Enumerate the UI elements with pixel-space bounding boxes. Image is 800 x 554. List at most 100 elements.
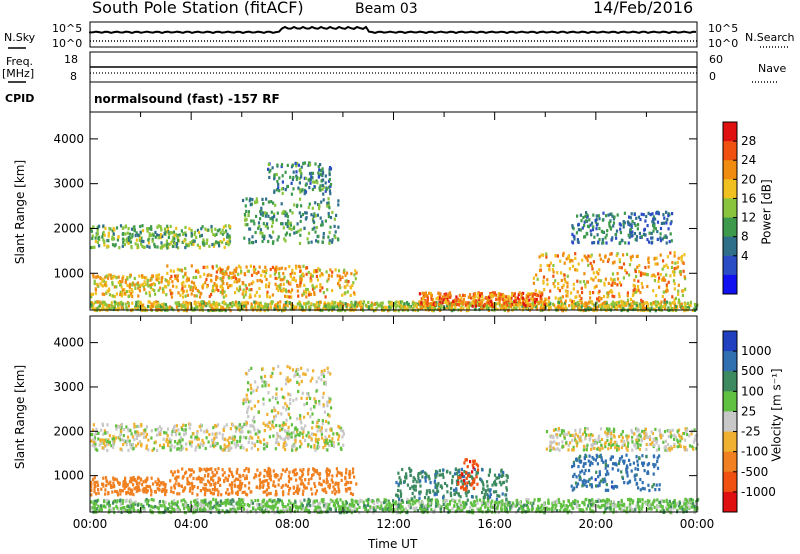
velocity-cell bbox=[299, 439, 302, 443]
velocity-cell bbox=[330, 440, 333, 444]
velocity-cell bbox=[331, 437, 334, 441]
power-cell bbox=[96, 240, 99, 245]
power-cell bbox=[252, 267, 255, 271]
velocity-cell bbox=[281, 502, 284, 506]
power-cell bbox=[448, 292, 451, 296]
velocity-cell bbox=[142, 431, 145, 436]
power-cell bbox=[341, 306, 344, 310]
velocity-cell bbox=[357, 502, 360, 506]
power-cell bbox=[554, 254, 557, 258]
power-cell bbox=[180, 229, 183, 233]
velocity-cell bbox=[564, 506, 567, 510]
power-cell bbox=[623, 211, 626, 215]
velocity-cell bbox=[254, 432, 257, 436]
power-cell bbox=[490, 299, 493, 303]
velocity-cell bbox=[145, 444, 148, 448]
velocity-cell bbox=[345, 471, 348, 475]
velocity-cell bbox=[93, 476, 96, 480]
velocity-cell bbox=[135, 433, 138, 437]
power-cell bbox=[628, 215, 631, 219]
power-cell bbox=[227, 265, 230, 269]
power-cell bbox=[450, 307, 453, 311]
power-cell bbox=[184, 246, 187, 250]
velocity-cell bbox=[310, 477, 313, 481]
velocity-cell bbox=[297, 489, 300, 493]
velocity-cell bbox=[155, 483, 159, 487]
power-cell bbox=[275, 265, 278, 269]
power-cell bbox=[643, 301, 646, 305]
power-cell bbox=[162, 305, 165, 309]
power-cell bbox=[307, 178, 310, 182]
power-cell bbox=[181, 291, 185, 295]
velocity-cell bbox=[121, 489, 125, 493]
power-cell bbox=[195, 269, 198, 273]
power-cell bbox=[547, 300, 550, 304]
power-cell bbox=[243, 212, 246, 217]
velocity-cell bbox=[340, 478, 343, 482]
noise-panel-frame bbox=[89, 21, 698, 48]
power-cell bbox=[652, 307, 656, 311]
power-cell bbox=[307, 300, 310, 304]
power-cell bbox=[264, 265, 267, 269]
power-cell bbox=[215, 287, 218, 291]
power-cell bbox=[174, 274, 177, 278]
power-cell bbox=[566, 294, 569, 298]
power-cell bbox=[626, 220, 629, 224]
velocity-cell bbox=[204, 490, 207, 494]
power-cell bbox=[590, 233, 593, 237]
power-cell bbox=[375, 306, 378, 311]
velocity-cell bbox=[316, 471, 319, 475]
power-cell bbox=[288, 226, 291, 230]
power-cell bbox=[304, 211, 307, 215]
power-cell bbox=[276, 238, 279, 242]
power-cell bbox=[124, 232, 127, 236]
velocity-cell bbox=[90, 483, 93, 487]
power-cell bbox=[689, 303, 692, 308]
power-cell bbox=[155, 277, 158, 281]
velocity-cell bbox=[90, 480, 93, 484]
velocity-cell bbox=[254, 508, 257, 512]
power-cell bbox=[146, 282, 149, 286]
power-cell bbox=[516, 296, 519, 300]
power-cell bbox=[400, 302, 403, 306]
power-cell bbox=[560, 299, 563, 303]
power-cell bbox=[612, 221, 616, 225]
power-cell bbox=[661, 237, 664, 241]
power-cell bbox=[193, 239, 196, 243]
velocity-cell bbox=[120, 425, 123, 430]
power-cell bbox=[526, 293, 529, 297]
power-cell bbox=[572, 306, 575, 311]
velocity-cell bbox=[303, 484, 306, 488]
power-cell bbox=[570, 299, 573, 303]
power-cell bbox=[390, 301, 393, 305]
power-cell bbox=[584, 256, 587, 260]
velocity-cell bbox=[338, 425, 341, 429]
power-cell bbox=[583, 220, 586, 224]
velocity-cell bbox=[226, 438, 229, 442]
velocity-cell bbox=[162, 481, 165, 485]
power-cell bbox=[662, 259, 665, 263]
power-cell bbox=[146, 244, 149, 248]
power-cbar-segment bbox=[723, 141, 737, 161]
power-cell bbox=[200, 233, 203, 238]
power-cell bbox=[472, 299, 475, 303]
power-cell bbox=[122, 241, 125, 245]
power-cell bbox=[151, 239, 154, 243]
power-cell bbox=[122, 226, 125, 230]
velocity-cell bbox=[380, 504, 383, 508]
velocity-cell bbox=[118, 436, 121, 440]
power-cell bbox=[113, 295, 116, 299]
power-cell bbox=[221, 270, 224, 274]
velocity-cell bbox=[552, 509, 555, 513]
velocity-cell bbox=[311, 492, 314, 496]
power-cell bbox=[590, 277, 593, 281]
velocity-cell bbox=[180, 427, 184, 431]
velocity-cell bbox=[256, 439, 259, 444]
velocity-cell bbox=[281, 468, 284, 472]
power-cell bbox=[661, 277, 665, 281]
power-cell bbox=[346, 290, 349, 294]
power-cell bbox=[421, 305, 425, 309]
power-cell bbox=[298, 306, 301, 310]
velocity-cell bbox=[328, 439, 331, 443]
power-cell bbox=[267, 167, 270, 171]
